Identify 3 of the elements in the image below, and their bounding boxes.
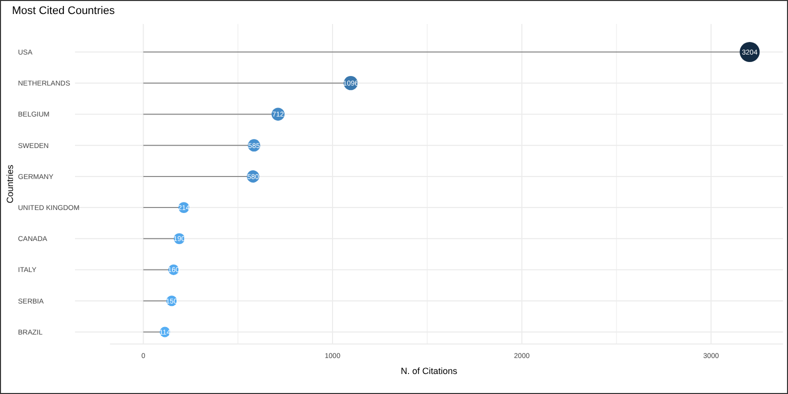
y-axis-title: Countries <box>5 164 15 204</box>
x-axis-title: N. of Citations <box>400 366 458 376</box>
chart-title: Most Cited Countries <box>12 5 116 17</box>
